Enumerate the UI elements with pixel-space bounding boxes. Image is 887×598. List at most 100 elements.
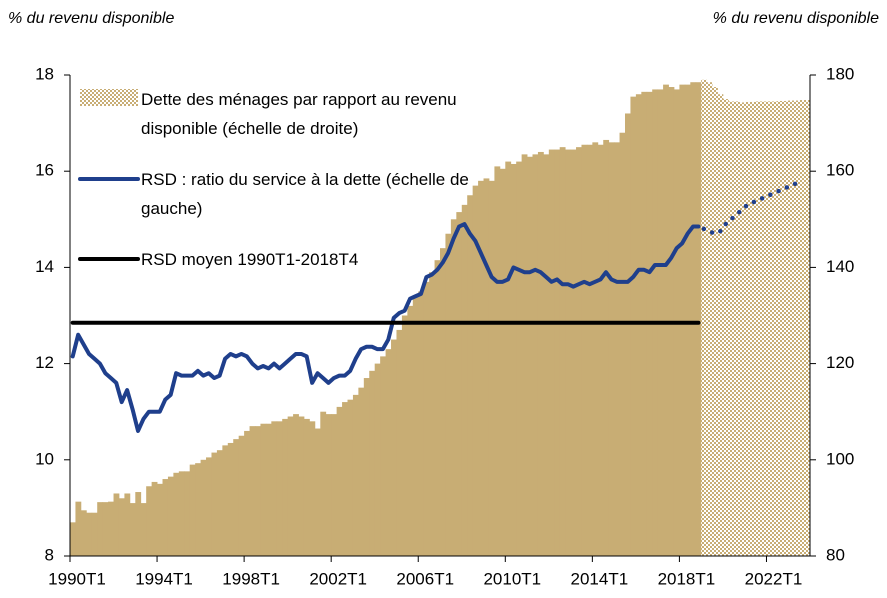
y2-tick-label: 140 [826,257,854,276]
bar [325,414,332,556]
legend-swatch [80,89,138,106]
legend-label: RSD moyen 1990T1-2018T4 [141,250,359,269]
bar [293,414,299,556]
bar [499,168,506,557]
legend-label: Dette des ménages par rapport au revenu … [141,90,457,138]
forecast-bar [804,100,811,557]
bar [537,151,544,556]
bar [287,416,294,556]
forecast-bar [755,101,762,556]
bar [516,161,523,556]
bar [189,464,196,556]
y-tick-label: 12 [35,353,54,372]
bar [423,281,430,556]
y2-tick-label: 180 [826,64,854,83]
bar [276,421,283,556]
bar [369,370,376,556]
bar [309,421,316,556]
bar [450,219,457,557]
y-tick-label: 14 [35,257,54,276]
bar [521,154,528,557]
bar [396,329,403,556]
bar [162,479,169,556]
bar [140,503,147,556]
bar [244,430,250,556]
bar [211,452,218,556]
forecast-bar [782,100,789,556]
bar [265,423,272,556]
forecast-bar [706,82,713,556]
line [70,222,701,433]
bar [576,147,582,556]
bar [108,501,114,556]
forecast-bar [793,100,800,557]
y2-tick-label: 80 [826,545,845,564]
bar [548,149,555,556]
y-tick-label: 8 [45,545,54,564]
forecast-bar [712,87,718,557]
bar [401,315,408,556]
bar [118,498,125,556]
bar [543,154,550,557]
bar [216,450,223,556]
bar [440,248,446,556]
bar [510,163,517,557]
bar [173,472,180,556]
forecast-bar [722,99,729,557]
bar [565,149,571,556]
bar [619,132,626,556]
bar [206,457,212,556]
bar [532,154,539,557]
forecast-bar [739,102,746,557]
bar [102,502,109,556]
bar [478,180,484,556]
bar [695,82,702,556]
bar [336,406,343,556]
bar [227,442,234,556]
bar [488,180,495,556]
forecast-bar [744,101,751,556]
bar [184,471,191,556]
bar [597,144,604,556]
bar [380,356,386,556]
bar [342,402,348,556]
forecast-bar [717,94,724,557]
x-tick-label: 2022T1 [745,569,803,588]
bar [391,339,397,556]
bar [167,476,174,556]
bar [320,411,327,556]
bar [157,483,163,556]
bar [358,387,365,556]
bar [314,428,321,556]
forecast-bar [728,101,735,556]
y-tick-label: 16 [35,161,54,180]
bar [472,185,479,556]
bar [260,423,267,556]
bar [347,399,354,556]
forecast-bar [771,101,778,556]
bar [407,305,414,556]
bar [178,471,185,556]
bar [412,296,419,556]
bar [581,144,588,556]
bar [505,161,512,556]
x-tick-label: 1998T1 [222,569,280,588]
bar [684,84,691,557]
bar [592,142,599,556]
bar [483,178,490,557]
bar [70,522,76,556]
bar [282,418,289,556]
forecast-bar [766,101,773,556]
bar [429,272,435,556]
bar [461,204,468,556]
y-tick-label: 10 [35,449,54,468]
bar [195,463,201,556]
bar [97,502,104,556]
bar [663,84,669,557]
bar [363,378,370,556]
bar [690,82,697,556]
bar [630,96,637,557]
bar [385,349,392,556]
bar [456,212,463,556]
